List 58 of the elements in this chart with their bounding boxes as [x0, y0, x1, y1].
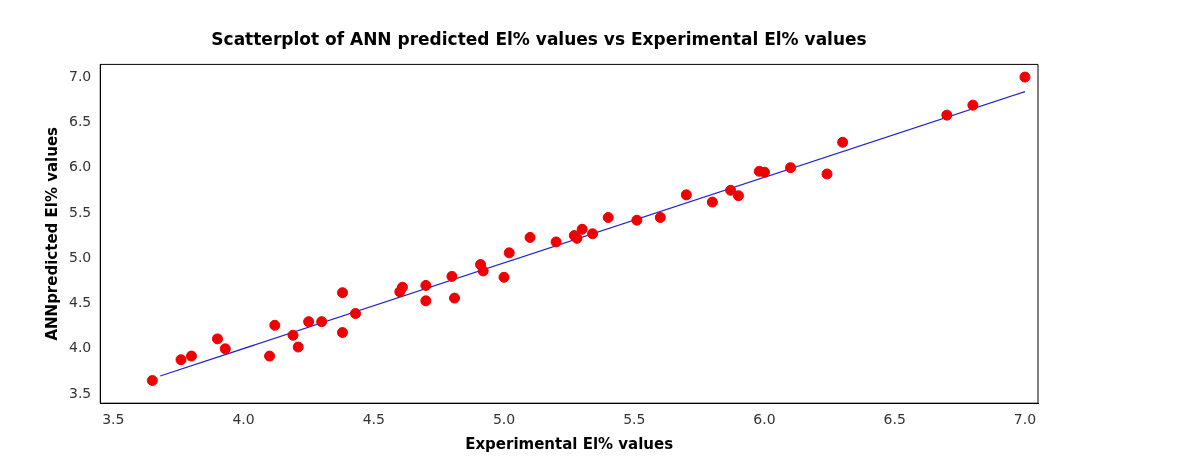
y-tick-label: 5.5 — [69, 203, 92, 220]
y-tick-label: 5.0 — [69, 248, 92, 265]
point — [337, 327, 349, 339]
point — [185, 350, 197, 362]
point — [821, 168, 833, 180]
point — [587, 228, 599, 240]
x-tick-label: 6.0 — [753, 411, 776, 428]
point — [498, 271, 510, 283]
point — [654, 211, 666, 223]
y-tick-label: 4.5 — [69, 294, 92, 311]
y-tick-label: 4.0 — [69, 339, 92, 356]
point — [350, 308, 362, 320]
point — [631, 214, 643, 226]
x-tick-label: 5.0 — [492, 411, 516, 428]
point — [837, 136, 849, 148]
point — [219, 343, 231, 355]
point — [602, 211, 614, 223]
point — [1019, 71, 1031, 83]
point — [420, 295, 432, 307]
x-tick-label: 3.5 — [102, 411, 125, 428]
point — [941, 109, 953, 121]
point — [550, 236, 562, 248]
point — [576, 223, 588, 235]
y-tick-label: 7.0 — [69, 67, 92, 84]
point — [146, 375, 158, 387]
point — [303, 316, 315, 328]
x-tick-label: 6.5 — [883, 411, 906, 428]
x-tick-label: 4.5 — [362, 411, 385, 428]
x-tick-label: 4.0 — [232, 411, 255, 428]
point — [337, 287, 349, 299]
point — [396, 281, 408, 293]
point — [524, 231, 536, 243]
point — [967, 99, 979, 111]
y-tick-label: 6.0 — [69, 158, 92, 175]
point — [287, 329, 299, 341]
point — [316, 316, 328, 328]
point — [477, 265, 489, 277]
point — [503, 247, 515, 259]
point — [420, 279, 432, 291]
y-axis-title: ANNpredicted El% values — [42, 126, 61, 341]
y-tick-label: 6.5 — [69, 113, 92, 130]
point — [175, 354, 187, 366]
point — [449, 292, 461, 304]
x-tick-label: 7.0 — [1013, 411, 1037, 428]
point — [725, 184, 737, 196]
point — [732, 190, 744, 202]
point — [292, 341, 304, 353]
point — [680, 189, 692, 201]
point — [264, 350, 276, 362]
point — [446, 270, 458, 282]
point — [211, 333, 223, 345]
point — [269, 319, 281, 331]
x-tick-label: 5.5 — [623, 411, 646, 428]
y-tick-label: 3.5 — [69, 384, 92, 401]
chart-title: Scatterplot of ANN predicted El% values vs Experimental El% values — [211, 28, 867, 49]
x-axis-title: Experimental El% values — [465, 434, 674, 453]
point — [785, 162, 797, 174]
point — [706, 196, 718, 208]
